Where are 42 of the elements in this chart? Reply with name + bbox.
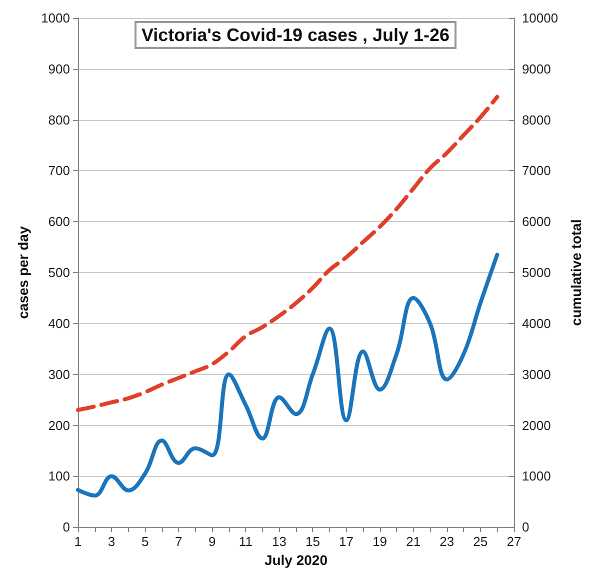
x-tick-label: 13	[272, 534, 286, 550]
x-axis-title: July 2020	[264, 552, 328, 568]
x-tick-label: 27	[506, 534, 522, 550]
y2-tick-label: 5000	[522, 265, 551, 280]
y2-tick-label: 9000	[522, 61, 551, 76]
y-tick-label: 600	[48, 214, 70, 230]
y-tick-label: 700	[48, 163, 70, 178]
y2-tick-label: 0	[522, 520, 530, 535]
y2-tick-label: 4000	[522, 316, 551, 331]
y-tick-label: 100	[48, 468, 70, 484]
x-tick-label: 3	[108, 534, 116, 550]
y2-tick-label: 7000	[522, 163, 551, 178]
y2-tick-label: 8000	[522, 112, 551, 128]
x-tick-label: 11	[238, 534, 252, 550]
x-tick-label: 19	[372, 534, 388, 550]
x-tick-label: 5	[141, 534, 149, 550]
line-series	[76, 94, 500, 412]
chart-title: Victoria's Covid-19 cases , July 1-26	[141, 25, 450, 45]
y-tick-label: 800	[48, 112, 70, 128]
x-tick-label: 1	[74, 534, 82, 550]
x-tick-label: 9	[208, 534, 216, 550]
y-tick-label: 200	[48, 418, 70, 433]
x-tick-label: 17	[339, 534, 354, 550]
y-tick-label: 1000	[41, 10, 70, 26]
line-series	[76, 252, 500, 498]
y-tick-label: 300	[48, 366, 70, 382]
y-tick-label: 900	[48, 61, 70, 76]
y-tick-label: 400	[48, 316, 70, 331]
x-tick-label: 7	[174, 534, 182, 550]
x-tick-label: 15	[306, 534, 320, 550]
y2-axis-title: cumulative total	[568, 219, 584, 326]
x-tick-label: 23	[440, 534, 454, 550]
x-tick-label: 25	[473, 534, 488, 550]
y2-tick-label: 10000	[522, 10, 558, 26]
y2-tick-label: 1000	[522, 468, 551, 484]
y2-tick-label: 3000	[522, 366, 551, 382]
y-tick-label: 500	[48, 265, 70, 280]
y2-tick-label: 2000	[522, 418, 551, 433]
y-axis-title: cases per day	[15, 226, 32, 319]
y-tick-label: 0	[62, 520, 70, 535]
y2-tick-label: 6000	[522, 214, 551, 230]
x-tick-label: 21	[406, 534, 421, 550]
